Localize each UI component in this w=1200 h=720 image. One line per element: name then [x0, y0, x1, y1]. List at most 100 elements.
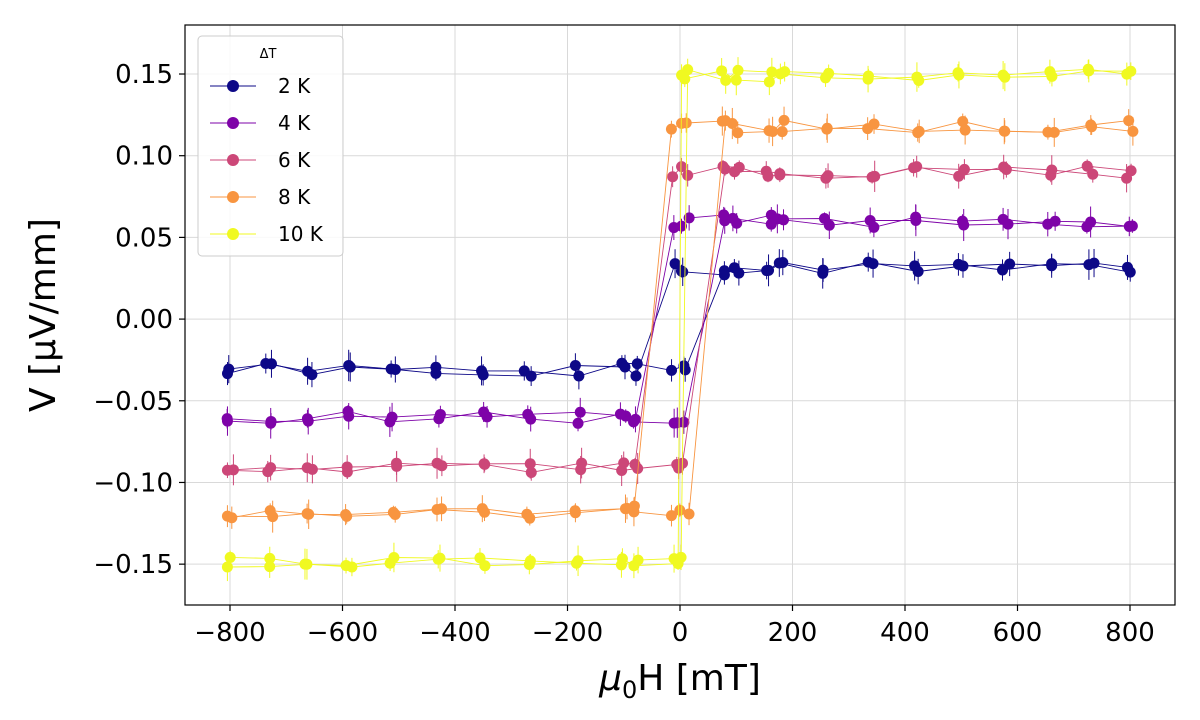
data-point [767, 125, 779, 137]
x-tick-label: 400 [880, 618, 930, 648]
data-point [574, 406, 586, 418]
data-point [265, 417, 277, 429]
data-point [761, 265, 773, 277]
data-point [1121, 261, 1133, 273]
data-point [1088, 257, 1100, 269]
series-8-k [221, 106, 1139, 533]
data-point [1048, 126, 1060, 138]
data-point [628, 560, 640, 572]
x-tick-label: −800 [194, 618, 265, 648]
data-point [1049, 215, 1061, 227]
y-tick-label: −0.10 [93, 468, 173, 498]
data-point [952, 67, 964, 79]
data-point [390, 457, 402, 469]
data-point [629, 458, 641, 470]
series-10-k [221, 57, 1137, 582]
x-tick-label: −200 [532, 618, 603, 648]
data-point [301, 508, 313, 520]
legend-marker [227, 117, 239, 129]
data-point [341, 510, 353, 522]
x-tick-label: −600 [307, 618, 378, 648]
data-point [618, 457, 630, 469]
data-point [862, 256, 874, 268]
data-point [430, 367, 442, 379]
data-point [479, 506, 491, 518]
data-point [674, 504, 686, 516]
data-point [431, 503, 443, 515]
data-point [1123, 115, 1135, 127]
data-point [683, 212, 695, 224]
data-point [614, 408, 626, 420]
data-point [730, 74, 742, 86]
data-point [776, 126, 788, 138]
data-point [1004, 258, 1016, 270]
data-point [388, 551, 400, 563]
data-point [569, 507, 581, 519]
data-point [619, 361, 631, 373]
data-point [525, 413, 537, 425]
x-axis: −800 −600 −400 −200 0 200 400 600 800 [194, 605, 1155, 648]
data-point [667, 171, 679, 183]
data-point [778, 114, 790, 126]
legend-label: 10 K [278, 222, 324, 246]
data-point [433, 413, 445, 425]
data-point [718, 209, 730, 221]
data-point [1002, 218, 1014, 230]
legend-marker [227, 191, 239, 203]
data-point [630, 370, 642, 382]
data-point [385, 363, 397, 375]
data-point [718, 269, 730, 281]
data-point [910, 214, 922, 226]
y-tick-label: 0.05 [115, 223, 173, 253]
data-point [479, 560, 491, 572]
data-point [683, 508, 695, 520]
data-point [434, 552, 446, 564]
data-point [389, 508, 401, 520]
x-tick-label: 0 [672, 618, 689, 648]
data-point [572, 555, 584, 567]
data-point [1127, 125, 1139, 137]
data-point [732, 64, 744, 76]
legend-label: 8 K [278, 185, 311, 209]
series-6-k [221, 154, 1137, 487]
legend-marker [227, 228, 239, 240]
data-point [301, 462, 313, 474]
data-point [997, 69, 1009, 81]
data-point [726, 118, 738, 130]
data-point [1121, 68, 1133, 80]
data-point [666, 364, 678, 376]
legend-entries: 2 K 4 K 6 K 8 K 10 K [210, 74, 324, 246]
data-point [862, 73, 874, 85]
data-point [717, 160, 729, 172]
data-point [342, 405, 354, 417]
y-tick-label: 0.10 [115, 142, 173, 172]
data-point [524, 458, 536, 470]
data-point [525, 466, 537, 478]
data-point [669, 258, 681, 270]
data-point [341, 466, 353, 478]
data-point [678, 416, 690, 428]
data-point [773, 257, 785, 269]
data-point [524, 512, 536, 524]
x-axis-title-subscript: 0 [622, 676, 637, 704]
data-point [1085, 216, 1097, 228]
data-point [665, 123, 677, 135]
legend-label: 2 K [278, 74, 311, 98]
data-point [912, 266, 924, 278]
legend-entry: 4 K [210, 111, 311, 135]
data-point [262, 466, 274, 478]
data-point [675, 265, 687, 277]
data-point [732, 127, 744, 139]
data-point [817, 267, 829, 279]
data-point [301, 413, 313, 425]
data-point [820, 72, 832, 84]
data-point [868, 118, 880, 130]
data-point [260, 358, 272, 370]
data-point [957, 260, 969, 272]
legend-marker [227, 80, 239, 92]
data-point [221, 368, 233, 380]
series-line [227, 68, 1127, 568]
data-point [823, 219, 835, 231]
series-2-k [221, 248, 1136, 390]
data-point [525, 370, 537, 382]
